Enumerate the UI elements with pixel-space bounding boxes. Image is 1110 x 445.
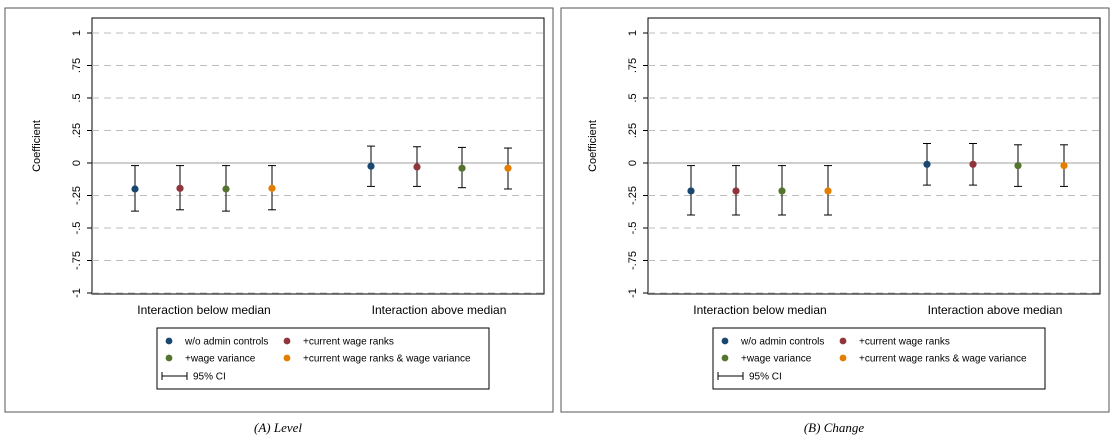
coef-point xyxy=(268,184,276,192)
legend-marker xyxy=(839,354,847,362)
y-tick-label: -.25 xyxy=(627,186,639,205)
legend-label: +current wage ranks xyxy=(303,337,394,348)
panel-caption: (A) Level xyxy=(254,420,302,435)
y-tick-label: .5 xyxy=(71,93,83,102)
panel-caption: (B) Change xyxy=(804,420,865,435)
y-tick-label: -.5 xyxy=(71,222,83,235)
coef-point xyxy=(824,187,832,195)
coef-point xyxy=(413,163,421,171)
legend-marker xyxy=(283,354,291,362)
legend-label: +current wage ranks xyxy=(859,337,950,348)
chart-level: 1 .75 .5 .25 0 -.25 -.5 -.75 -1 Coefficient Intera… xyxy=(4,7,554,435)
legend-ci-label: 95% CI xyxy=(749,372,782,383)
legend-box xyxy=(156,327,490,390)
legend-marker xyxy=(165,354,173,362)
legend-label: +wage variance xyxy=(185,354,256,365)
y-tick-label: .75 xyxy=(71,58,83,73)
y-tick-label: -.75 xyxy=(71,251,83,270)
plot-area xyxy=(647,17,1101,295)
y-tick-label: .5 xyxy=(627,93,639,102)
plot-area xyxy=(91,17,545,295)
legend-marker xyxy=(165,337,173,345)
coef-point xyxy=(458,164,466,172)
legend-ci-label: 95% CI xyxy=(193,372,226,383)
panel-change: 1 .75 .5 .25 0 -.25 -.5 -.75 -1 Coefficient Intera… xyxy=(556,0,1110,440)
y-tick-label: 1 xyxy=(71,30,83,36)
legend-marker xyxy=(721,337,729,345)
legend-marker xyxy=(283,337,291,345)
coef-point xyxy=(687,187,695,195)
y-axis-label: Coefficient xyxy=(587,120,599,172)
y-tick-label: -.25 xyxy=(71,186,83,205)
chart-change: 1 .75 .5 .25 0 -.25 -.5 -.75 -1 Coefficient Intera… xyxy=(560,7,1110,435)
y-axis-label: Coefficient xyxy=(31,120,43,172)
y-tick-label: 0 xyxy=(627,160,639,166)
y-tick-label: -1 xyxy=(71,288,83,298)
category-label: Interaction below median xyxy=(137,303,270,317)
coef-point xyxy=(176,184,184,192)
coef-point xyxy=(923,160,931,168)
coef-point xyxy=(131,185,139,193)
coef-point xyxy=(1060,162,1068,170)
legend-box xyxy=(712,327,1046,390)
legend-marker xyxy=(721,354,729,362)
panel-level: 1 .75 .5 .25 0 -.25 -.5 -.75 -1 Coefficient Intera… xyxy=(0,0,556,440)
y-tick-label: 0 xyxy=(71,160,83,166)
coef-point xyxy=(504,164,512,172)
y-tick-label: .25 xyxy=(71,123,83,138)
coef-point xyxy=(732,187,740,195)
y-tick-label: 1 xyxy=(627,30,639,36)
coef-point xyxy=(1014,162,1022,170)
coef-point xyxy=(778,187,786,195)
legend-label: +current wage ranks & wage variance xyxy=(859,354,1027,365)
legend-label: w/o admin controls xyxy=(184,337,268,348)
y-tick-label: -.75 xyxy=(627,251,639,270)
legend-label: +wage variance xyxy=(741,354,812,365)
y-tick-label: -.5 xyxy=(627,222,639,235)
category-label: Interaction above median xyxy=(928,303,1063,317)
coef-point xyxy=(222,185,230,193)
legend-marker xyxy=(839,337,847,345)
y-tick-label: .75 xyxy=(627,58,639,73)
legend-label: +current wage ranks & wage variance xyxy=(303,354,471,365)
category-label: Interaction above median xyxy=(372,303,507,317)
y-tick-label: -1 xyxy=(627,288,639,298)
category-label: Interaction below median xyxy=(693,303,826,317)
legend-label: w/o admin controls xyxy=(740,337,824,348)
y-tick-label: .25 xyxy=(627,123,639,138)
coef-point xyxy=(969,160,977,168)
coef-point xyxy=(367,162,375,170)
